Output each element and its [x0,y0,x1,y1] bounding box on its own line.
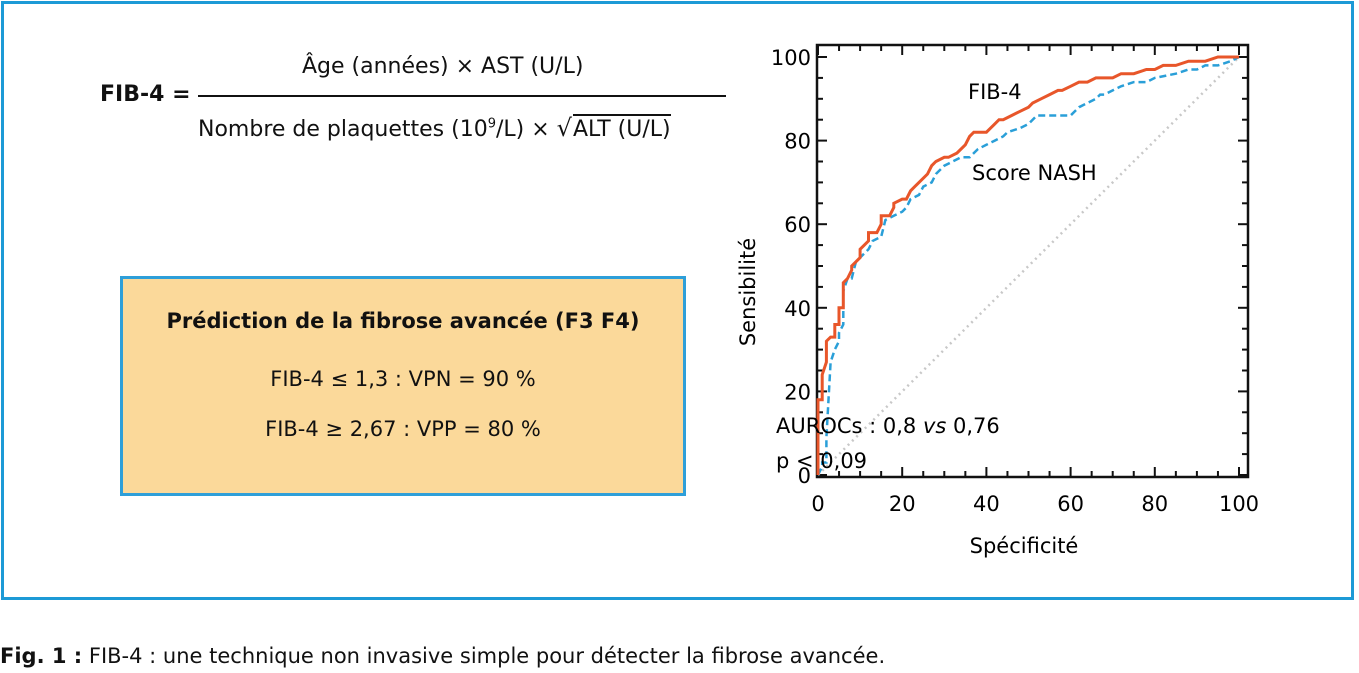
y-axis-label: Sensibilité [736,238,760,346]
nash-roc-line [816,55,1240,476]
plot-frame [815,43,1250,479]
auroc-label: AUROCs : 0,8 vs 0,76 [776,414,1000,438]
formula-numerator: Âge (années) × AST (U/L) [302,54,584,79]
x-tick-label: 20 [889,492,916,516]
x-tick-label: 0 [811,492,824,516]
x-tick-label: 60 [1057,492,1084,516]
figure-caption: Fig. 1 : FIB-4 : une technique non invas… [0,644,885,668]
sqrt-symbol: √ [556,114,572,142]
y-tick-label: 100 [771,46,811,70]
formula-lhs: FIB-4 = [100,82,191,107]
x-tick-label: 40 [973,492,1000,516]
denominator-prefix: Nombre de plaquettes (10 [198,117,488,142]
fib4-roc-line [816,55,1239,475]
pvalue-label: p < 0,09 [776,449,867,473]
chance-diagonal-line [817,56,1240,476]
prediction-vpn: FIB-4 ≤ 1,3 : VPN = 90 % [270,367,536,391]
y-tick-label: 0 [798,464,811,488]
sqrt-content: ALT (U/L) [572,114,671,142]
denominator-mid: /L) × [496,117,557,142]
x-tick-label: 80 [1141,492,1168,516]
x-axis-label: Spécificité [970,534,1079,558]
fib4-series-label: FIB-4 [968,80,1022,104]
nash-series-label: Score NASH [972,161,1097,185]
prediction-box: Prédiction de la fibrose avancée (F3 F4)… [120,276,686,496]
y-tick-label: 40 [784,297,811,321]
caption-label: Fig. 1 : [0,644,83,668]
fib4-formula: FIB-4 = Âge (années) × AST (U/L) Nombre … [100,52,740,152]
roc-chart: 0 20 40 60 80 100 0 20 40 60 80 100 AUROCs : 0,8 vs… [736,43,1259,558]
y-tick-label: 60 [784,213,811,237]
x-tick-label: 100 [1219,492,1259,516]
figure-frame [1,1,1354,600]
prediction-vpp: FIB-4 ≥ 2,67 : VPP = 80 % [265,417,541,441]
prediction-title: Prédiction de la fibrose avancée (F3 F4) [166,309,640,333]
y-tick-label: 80 [784,130,811,154]
y-tick-label: 20 [784,380,811,404]
caption-text: FIB-4 : une technique non invasive simpl… [82,644,886,668]
fraction-bar [198,95,726,97]
denominator-exponent: 9 [487,116,496,132]
formula-denominator: Nombre de plaquettes (109/L) × √ALT (U/L… [198,114,671,142]
